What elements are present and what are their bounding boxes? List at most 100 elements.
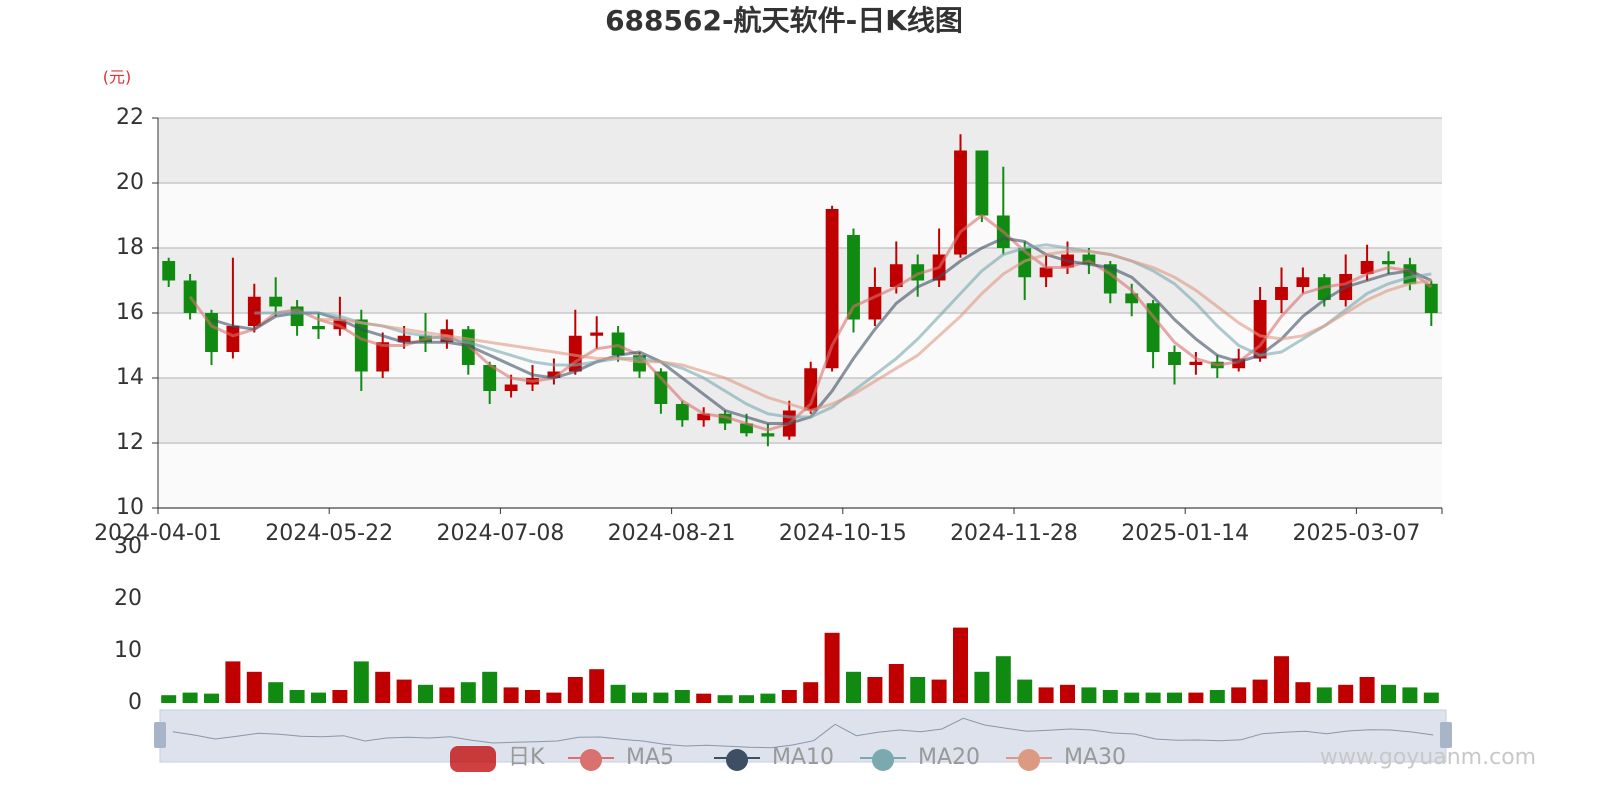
volume-bar xyxy=(311,692,326,703)
candle-body xyxy=(1253,300,1267,359)
volume-bar xyxy=(546,692,562,703)
candle-body xyxy=(183,280,197,313)
volume-bar xyxy=(1252,679,1268,703)
candle-body xyxy=(1146,303,1160,352)
volume-bar xyxy=(1316,687,1332,703)
volume-bar xyxy=(846,671,861,703)
volume-bar xyxy=(289,690,305,703)
candle-body xyxy=(1039,267,1053,278)
y-tick-label: 14 xyxy=(116,365,144,390)
legend-label: MA5 xyxy=(626,745,674,770)
legend-icon xyxy=(872,749,894,771)
ma-line xyxy=(211,236,1432,425)
candle-body xyxy=(611,332,625,356)
volume-bar xyxy=(1381,684,1396,703)
volume-bar xyxy=(439,687,455,703)
y-tick-label: 20 xyxy=(116,170,144,195)
x-tick-label: 2024-04-01 xyxy=(94,521,222,546)
candle-body xyxy=(1360,261,1374,274)
volume-bar xyxy=(1167,692,1182,703)
plot-band xyxy=(158,183,1442,248)
x-tick-label: 2024-10-15 xyxy=(779,521,907,546)
volume-bar xyxy=(760,693,776,703)
plot-band xyxy=(158,118,1442,183)
volume-bar xyxy=(482,671,498,703)
volume-bar xyxy=(460,682,476,703)
legend-icon xyxy=(580,749,602,771)
volume-bar xyxy=(1145,692,1161,703)
candle-body xyxy=(162,261,176,281)
legend-icon xyxy=(1018,749,1040,771)
x-tick-label: 2024-11-28 xyxy=(950,521,1078,546)
ma-line xyxy=(188,214,1433,432)
legend-icon xyxy=(450,746,496,772)
slider-line xyxy=(172,717,1434,749)
y-tick-label: 18 xyxy=(116,235,144,260)
y-tick-label: 10 xyxy=(116,495,144,520)
volume-bar xyxy=(632,692,647,703)
volume-bar xyxy=(974,671,990,703)
watermark: www.goyuanm.com xyxy=(1320,745,1536,770)
legend-label: MA30 xyxy=(1064,745,1126,770)
volume-bar xyxy=(953,627,968,703)
candle-body xyxy=(1189,361,1203,365)
zoom-handle-right[interactable] xyxy=(1440,722,1452,748)
volume-bar xyxy=(375,671,391,703)
volume-bar xyxy=(503,687,519,703)
candle-body xyxy=(868,287,882,320)
volume-bar xyxy=(225,661,241,703)
volume-bar xyxy=(739,695,754,703)
volume-bar xyxy=(525,690,540,703)
volume-bar xyxy=(204,693,219,703)
candle-body xyxy=(804,368,818,411)
candle-body xyxy=(1382,261,1395,265)
volume-bar xyxy=(1017,679,1033,703)
volume-bar xyxy=(1038,687,1054,703)
volume-bar xyxy=(353,661,369,703)
candle-body xyxy=(1317,277,1331,300)
x-tick-label: 2025-01-14 xyxy=(1121,521,1249,546)
volume-bar xyxy=(1423,692,1439,703)
volume-bar xyxy=(781,690,797,703)
volume-bar xyxy=(589,669,605,703)
volume-bar xyxy=(567,677,583,703)
candle-body xyxy=(740,423,753,434)
volume-tick-label: 0 xyxy=(128,690,142,715)
legend-label: MA20 xyxy=(918,745,980,770)
legend-icon xyxy=(726,749,748,771)
volume-bar xyxy=(910,677,926,703)
volume-bar xyxy=(1359,677,1375,703)
plot-band xyxy=(158,313,1442,378)
legend-label: MA10 xyxy=(772,745,834,770)
volume-bar xyxy=(1338,684,1354,703)
candle-body xyxy=(1296,277,1310,287)
zoom-handle-left[interactable] xyxy=(154,722,166,748)
volume-bar xyxy=(888,664,904,703)
candle-body xyxy=(226,326,240,352)
volume-bar xyxy=(653,692,669,703)
candle-body xyxy=(675,404,689,421)
x-tick-label: 2024-05-22 xyxy=(265,521,393,546)
volume-bar xyxy=(1209,690,1225,703)
candle-body xyxy=(1082,254,1096,265)
volume-bar xyxy=(1402,687,1418,703)
candle-body xyxy=(847,235,860,320)
candle-body xyxy=(697,413,711,421)
y-tick-label: 22 xyxy=(116,105,144,130)
zoom-slider[interactable] xyxy=(159,709,1447,763)
candle-body xyxy=(825,209,839,369)
candle-body xyxy=(718,413,732,424)
volume-bar xyxy=(332,690,348,703)
x-tick-label: 2024-07-08 xyxy=(436,521,564,546)
ma-line xyxy=(318,249,1432,412)
plot-band xyxy=(158,248,1442,313)
plot-band xyxy=(158,443,1442,508)
candle-body xyxy=(333,319,347,330)
volume-bar xyxy=(268,682,284,703)
volume-bar xyxy=(610,684,626,703)
volume-bar xyxy=(1231,687,1247,703)
volume-tick-label: 10 xyxy=(114,638,142,663)
y-unit: (元) xyxy=(103,68,132,87)
candle-body xyxy=(1424,283,1438,313)
